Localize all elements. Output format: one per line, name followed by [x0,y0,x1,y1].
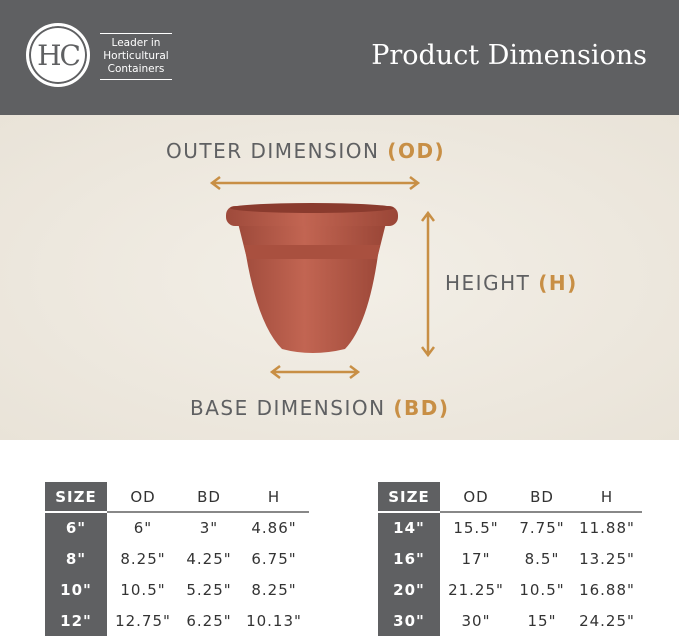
column-header: H [572,482,642,513]
table-cell: 3" [199,519,219,537]
pot-band [244,245,380,259]
table-cell: 10" [45,574,107,605]
od-arrow [209,176,421,190]
table-row: 8" 8.25" 4.25" 6.75" [45,543,309,574]
table-row: 14" 15.5" 7.75" 11.88" [378,512,642,543]
hc-logo: HC [26,23,90,87]
page-title: Product Dimensions [371,40,647,71]
table-cell: 12" [45,605,107,636]
table-cell: 8.25" [120,549,166,568]
table-cell: 4.86" [251,519,297,537]
pot-body [238,223,386,353]
table-cell: 10.5" [519,580,565,599]
table-row: 12" 12.75" 6.25" 10.13" [45,605,309,636]
table-cell: 11.88" [579,519,635,537]
table-cell: 8.25" [251,580,297,599]
table-cell: 16.88" [579,580,635,599]
table-cell: 4.25" [186,549,232,568]
table-cell: 21.25" [448,580,504,599]
column-header: BD [512,482,572,513]
table-cell: 13.25" [579,549,635,568]
table-cell: 30" [378,605,440,636]
outer-dimension-label: OUTER DIMENSION (OD) [166,139,446,163]
table-cell: 8.5" [524,549,560,568]
size-table-small: SIZE OD BD H 6" 6" 3" 4.86" 8" 8.25" 4.25" 6.75" 10"… [45,482,309,636]
tagline-line: Containers [107,63,165,75]
table-row: 10" 10.5" 5.25" 8.25" [45,574,309,605]
table-cell: 5.25" [186,580,232,599]
pot-illustration [209,176,435,379]
table-cell: 17" [461,549,491,568]
table-cell: 10.13" [246,611,302,630]
tagline-line: Leader in [111,37,161,49]
column-header: SIZE [45,482,107,513]
table-cell: 24.25" [579,611,635,630]
table-cell: 15.5" [453,519,499,537]
column-header: H [239,482,309,513]
table-cell: 14" [378,512,440,543]
table-cell: 10.5" [120,580,166,599]
table-cell: 8" [45,543,107,574]
table-row: 20" 21.25" 10.5" 16.88" [378,574,642,605]
tagline: Leader in Horticultural Containers [100,33,172,80]
h-arrow [421,210,435,358]
base-dimension-label: BASE DIMENSION (BD) [190,396,450,420]
column-header: OD [440,482,512,513]
table-cell: 6.75" [251,549,297,568]
column-header: OD [107,482,179,513]
table-cell: 12.75" [115,611,171,630]
table-cell: 6.25" [186,611,232,630]
table-cell: 6" [133,519,153,537]
table-row: 16" 17" 8.5" 13.25" [378,543,642,574]
header-banner: HC Leader in Horticultural Containers Pr… [0,0,679,115]
table-header-row: SIZE OD BD H [45,482,309,513]
table-cell: 30" [461,611,491,630]
table-cell: 16" [378,543,440,574]
table-header-row: SIZE OD BD H [378,482,642,513]
column-header: SIZE [378,482,440,513]
table-row: 30" 30" 15" 24.25" [378,605,642,636]
table-row: 6" 6" 3" 4.86" [45,512,309,543]
height-label: HEIGHT (H) [445,271,578,295]
column-header: BD [179,482,239,513]
dimension-diagram: OUTER DIMENSION (OD) HEIGHT (H) BASE DIM… [0,115,679,440]
size-table-large: SIZE OD BD H 14" 15.5" 7.75" 11.88" 16" 17" 8.5" 13… [378,482,642,636]
table-cell: 20" [378,574,440,605]
bd-arrow [269,365,361,379]
table-cell: 7.75" [519,519,565,537]
table-cell: 6" [45,512,107,543]
tagline-line: Horticultural [103,50,169,62]
table-cell: 15" [527,611,557,630]
arrows [209,176,435,379]
